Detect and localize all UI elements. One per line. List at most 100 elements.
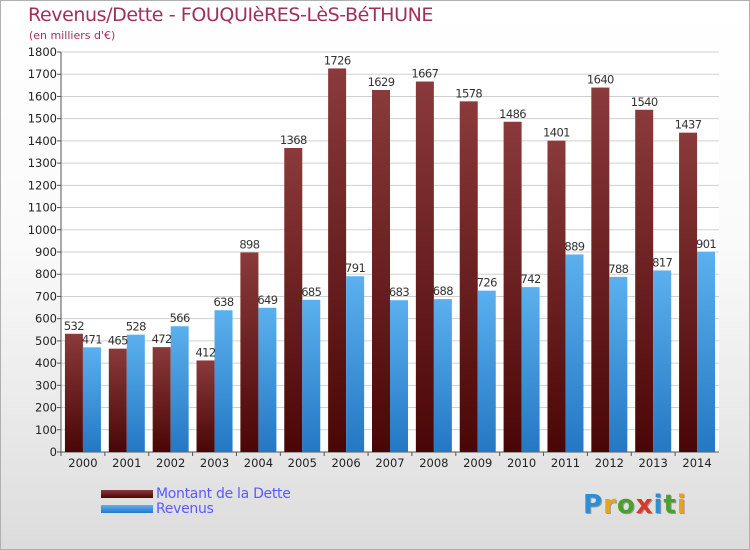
data-label-revenue-2009: 726 [477,276,497,290]
bar-debt-2002 [152,347,171,452]
data-label-revenue-2006: 791 [345,261,365,275]
data-label-debt-2009: 1578 [455,86,482,100]
logo-letter: P [583,490,604,520]
bar-revenue-2014 [697,251,716,452]
data-label-debt-2010: 1486 [499,107,526,121]
data-label-revenue-2004: 649 [257,293,277,307]
bar-debt-2012 [591,87,610,453]
data-label-revenue-2012: 788 [608,262,628,276]
legend-swatch-revenue [101,505,153,513]
bars [64,68,716,453]
y-tick-label: 400 [35,356,57,370]
chart-title: Revenus/Dette - FOUQUIèRES-LèS-BéTHUNE [28,4,433,26]
x-tick-label: 2005 [288,456,317,470]
data-label-revenue-2014: 901 [696,237,716,251]
x-tick-label: 2008 [419,456,448,470]
bar-debt-2009 [459,101,478,452]
x-tick-label: 2002 [156,456,185,470]
bar-revenue-2007 [390,300,408,452]
y-tick-label: 600 [35,312,57,326]
data-label-debt-2005: 1368 [280,133,307,147]
logo-letter: i [676,490,687,520]
bar-revenue-2000 [82,347,101,452]
data-label-debt-2007: 1629 [368,75,395,89]
bar-debt-2011 [547,140,566,452]
logo-letter: i [653,490,664,520]
chart-subtitle: (en milliers d'€) [29,29,116,42]
data-label-debt-2000: 532 [64,319,84,333]
x-tick-label: 2007 [375,456,404,470]
bar-revenue-2010 [521,287,540,452]
logo-letter: x [635,490,654,520]
bar-revenue-2006 [346,276,365,452]
data-label-debt-2001: 465 [108,334,128,348]
x-tick-label: 2001 [112,456,141,470]
data-label-revenue-2001: 528 [126,320,146,334]
bar-revenue-2004 [258,307,277,452]
x-tick-label: 2009 [463,456,492,470]
y-tick-label: 500 [35,334,57,348]
bar-debt-2004 [240,252,259,452]
bar-revenue-2003 [214,310,233,452]
y-tick-label: 1000 [28,223,57,237]
data-label-revenue-2003: 638 [213,295,233,309]
legend-label-revenue: Revenus [156,501,214,517]
logo-letter: r [603,490,617,520]
bar-revenue-2011 [565,254,584,452]
y-tick-label: 800 [35,267,57,281]
bar-revenue-2001 [126,334,145,452]
legend-label-debt: Montant de la Dette [156,486,291,502]
bar-debt-2007 [372,90,390,452]
data-label-revenue-2010: 742 [521,272,541,286]
bar-revenue-2013 [653,270,672,452]
x-tick-label: 2000 [68,456,97,470]
x-tick-label: 2014 [682,456,711,470]
bar-revenue-2009 [477,290,496,452]
data-label-revenue-2011: 889 [564,239,584,253]
bar-debt-2003 [196,360,215,452]
data-label-debt-2004: 898 [239,237,259,251]
data-label-revenue-2007: 683 [389,285,409,299]
bar-revenue-2012 [609,276,628,452]
bar-debt-2013 [635,109,654,453]
bar-debt-2014 [679,132,698,452]
data-label-debt-2008: 1667 [411,67,438,81]
data-label-debt-2003: 412 [195,345,215,359]
y-tick-label: 1200 [28,178,57,192]
y-tick-label: 0 [50,445,57,459]
logo-letter: t [663,490,677,520]
data-label-debt-2002: 472 [152,332,172,346]
bar-revenue-2008 [433,299,452,452]
y-tick-label: 1400 [28,134,57,148]
bar-debt-2006 [328,68,347,452]
data-label-debt-2013: 1540 [631,95,658,109]
x-tick-label: 2006 [331,456,360,470]
bar-debt-2001 [108,348,127,452]
logo-letter: o [616,490,636,520]
y-tick-label: 100 [35,423,57,437]
x-tick-label: 2010 [507,456,536,470]
data-label-debt-2006: 1726 [324,53,351,67]
bar-debt-2000 [64,333,83,452]
bar-revenue-2005 [302,299,321,452]
bar-revenue-2002 [170,326,189,452]
bar-debt-2010 [503,121,522,453]
y-tick-label: 1100 [28,201,57,215]
proxiti-logo: Proxiti [583,490,687,520]
y-tick-label: 1300 [28,156,57,170]
data-label-revenue-2013: 817 [652,255,672,269]
y-tick-label: 1500 [28,112,57,126]
y-tick-label: 700 [35,289,57,303]
data-label-revenue-2005: 685 [301,285,321,299]
y-tick-label: 1600 [28,89,57,103]
x-tick-label: 2004 [244,456,273,470]
x-tick-label: 2003 [200,456,229,470]
x-tick-label: 2013 [639,456,668,470]
data-label-revenue-2000: 471 [82,332,102,346]
bar-debt-2008 [415,81,434,453]
legend-swatch-debt [101,490,153,498]
data-label-revenue-2008: 688 [433,284,453,298]
x-tick-label: 2011 [551,456,580,470]
